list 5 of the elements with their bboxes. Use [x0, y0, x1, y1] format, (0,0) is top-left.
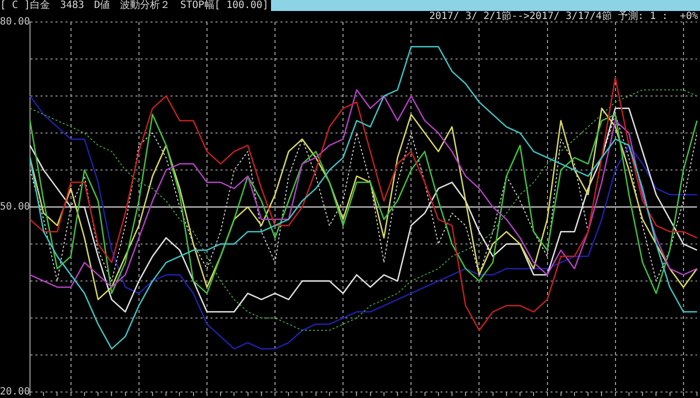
chart-subtitle: 2017/ 3/ 2/1節-->2017/ 3/17/4節 予測: 1 : +0% [429, 11, 698, 22]
y-tick-label: 50.00 [0, 202, 30, 213]
chart-title: [ C ]白金 3483 D値 波動分析２ STOP幅[ 100.00] [0, 0, 272, 11]
y-tick-label: 20.00 [0, 386, 30, 398]
y-tick-label: 80.00 [0, 16, 30, 28]
